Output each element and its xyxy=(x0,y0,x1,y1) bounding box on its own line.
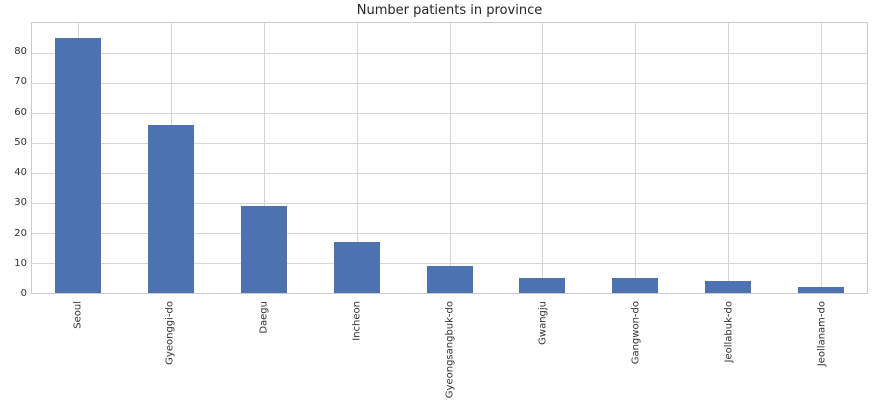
bar-jeollabuk-do xyxy=(704,281,751,293)
y-tick-label-20: 20 xyxy=(14,227,27,239)
bar-gwangju xyxy=(519,278,566,293)
bar-jeollanam-do xyxy=(797,287,844,293)
y-tick-label-80: 80 xyxy=(14,46,27,58)
x-tick-label-gwangju: Gwangju xyxy=(537,301,548,345)
v-gridline-4 xyxy=(449,23,451,293)
y-tick-label-40: 40 xyxy=(14,167,27,179)
bar-gyeongsangbuk-do xyxy=(426,266,473,293)
y-tick-label-30: 30 xyxy=(14,197,27,209)
bar-gyeonggi-do xyxy=(148,125,195,293)
y-axis-tick-labels: 0 10 20 30 40 50 60 70 80 xyxy=(0,22,27,299)
v-gridline-8 xyxy=(820,23,822,293)
y-tick-label-50: 50 xyxy=(14,136,27,148)
v-gridline-6 xyxy=(635,23,637,293)
x-tick-label-gyeonggi-do: Gyeonggi-do xyxy=(164,301,176,365)
x-tick-label-gyeongsangbuk-do: Gyeongsangbuk-do xyxy=(444,301,455,399)
bar-daegu xyxy=(240,206,287,293)
plot-area xyxy=(31,22,868,294)
x-tick-label-daegu: Daegu xyxy=(258,301,269,334)
bar-incheon xyxy=(333,242,380,293)
v-gridline-5 xyxy=(542,23,544,293)
y-tick-label-60: 60 xyxy=(14,106,27,118)
chart-title: Number patients in province xyxy=(356,3,543,18)
bar-gangwon-do xyxy=(612,278,659,293)
y-tick-label-70: 70 xyxy=(14,76,27,88)
v-gridline-3 xyxy=(356,23,358,293)
y-tick-label-10: 10 xyxy=(14,257,27,269)
v-gridline-7 xyxy=(727,23,729,293)
v-gridline-2 xyxy=(263,23,265,293)
x-axis-tick-labels: Seoul Gyeonggi-do Daegu Incheon Gyeongsangbu… xyxy=(31,301,868,411)
x-tick-label-incheon: Incheon xyxy=(351,301,362,341)
bar-seoul xyxy=(55,38,102,293)
y-tick-label-0: 0 xyxy=(20,288,27,299)
x-tick-label-jeollanam-do: Jeollanam-do xyxy=(816,301,827,367)
x-tick-label-jeollabuk-do: Jeollabuk-do xyxy=(723,301,734,363)
x-tick-label-seoul: Seoul xyxy=(72,301,83,329)
x-tick-label-gangwon-do: Gangwon-do xyxy=(630,301,641,365)
